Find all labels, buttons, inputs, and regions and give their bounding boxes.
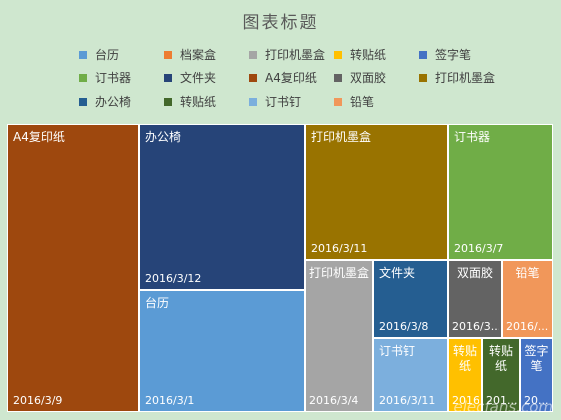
treemap-tile: 签字笔 20... [520, 338, 553, 412]
legend-swatch [79, 50, 87, 59]
legend-item: 文件夹 [164, 69, 216, 86]
legend-item: 铅笔 [334, 93, 374, 110]
treemap-tile: 双面胶 2016/3... [448, 260, 502, 338]
legend-swatch [164, 50, 172, 59]
tile-label: 打印机墨盒 [309, 266, 370, 280]
legend-item: 打印机墨盒 [249, 46, 325, 63]
legend-label: 台历 [95, 48, 120, 62]
treemap-tile: A4复印纸 2016/3/9 [7, 124, 139, 412]
legend-item: 档案盒 [164, 46, 216, 63]
treemap-tile: 转贴纸 2016... [448, 338, 482, 412]
tile-date: 201... [486, 394, 517, 407]
watermark: elecfans.com [453, 398, 553, 416]
tile-date: 2016/3/8 [379, 320, 429, 333]
legend-item: A4复印纸 [249, 69, 317, 86]
tile-date: 20... [524, 394, 549, 407]
tile-label: 文件夹 [379, 266, 416, 280]
legend-label: 打印机墨盒 [435, 71, 496, 85]
treemap-tile: 转贴纸 201... [482, 338, 520, 412]
treemap-tile: 订书器 2016/3/7 [448, 124, 553, 260]
legend-label: 签字笔 [435, 48, 472, 62]
legend-item: 转贴纸 [334, 46, 386, 63]
legend-label: 打印机墨盒 [265, 48, 326, 62]
treemap-tile: 台历 2016/3/1 [139, 290, 305, 412]
legend-label: 铅笔 [350, 95, 375, 109]
legend-swatch [419, 73, 427, 82]
legend-item: 双面胶 [334, 69, 386, 86]
legend-item: 打印机墨盒 [419, 69, 495, 86]
treemap-tile: 打印机墨盒 2016/3/11 [305, 124, 448, 260]
treemap-tile: 订书钉 2016/3/11 [373, 338, 448, 412]
tile-date: 2016... [452, 394, 479, 407]
legend-label: 订书器 [95, 71, 132, 85]
legend-swatch [164, 73, 172, 82]
tile-date: 2016/3/11 [379, 394, 436, 407]
legend-item: 办公椅 [79, 93, 131, 110]
legend-swatch [334, 73, 342, 82]
tile-date: 2016/3/7 [454, 242, 504, 255]
tile-label: 铅笔 [515, 266, 540, 280]
legend-item: 转贴纸 [164, 93, 216, 110]
tile-label: A4复印纸 [13, 130, 65, 144]
legend-label: 办公椅 [95, 95, 132, 109]
legend-swatch [334, 50, 342, 59]
legend-label: 档案盒 [180, 48, 217, 62]
legend-swatch [164, 97, 172, 106]
legend-label: 转贴纸 [180, 95, 217, 109]
tile-label: 打印机墨盒 [311, 130, 372, 144]
legend-item: 台历 [79, 46, 119, 63]
tile-date: 2016/3/12 [145, 272, 202, 285]
tile-date: 2016/3... [452, 320, 499, 333]
treemap-tile: 铅笔 2016/... [502, 260, 553, 338]
legend-label: A4复印纸 [265, 71, 317, 85]
tile-label: 办公椅 [145, 130, 182, 144]
tile-date: 2016/... [506, 320, 549, 333]
tile-label: 签字笔 [524, 344, 549, 373]
legend-label: 转贴纸 [350, 48, 387, 62]
legend-swatch [79, 73, 87, 82]
legend-swatch [334, 97, 342, 106]
treemap-tile: 文件夹 2016/3/8 [373, 260, 448, 338]
tile-label: 转贴纸 [452, 344, 477, 373]
tile-date: 2016/3/11 [311, 242, 368, 255]
tile-label: 转贴纸 [488, 344, 513, 373]
chart-legend: 台历 档案盒 打印机墨盒 转贴纸 签字笔 订书器 文件夹 A4复印纸 双面胶 打印机墨盒 办公椅 转贴… [0, 0, 561, 120]
tile-label: 台历 [145, 296, 170, 310]
legend-swatch [249, 73, 257, 82]
tile-label: 订书器 [454, 130, 491, 144]
legend-label: 双面胶 [350, 71, 387, 85]
legend-swatch [419, 50, 427, 59]
legend-label: 文件夹 [180, 71, 217, 85]
tile-date: 2016/3/9 [13, 394, 63, 407]
tile-date: 2016/3/1 [145, 394, 195, 407]
tile-label: 双面胶 [456, 266, 493, 280]
legend-item: 签字笔 [419, 46, 471, 63]
legend-label: 订书钉 [265, 95, 302, 109]
tile-date: 2016/3/4 [309, 394, 359, 407]
treemap-tile: 打印机墨盒 2016/3/4 [305, 260, 373, 412]
legend-item: 订书钉 [249, 93, 301, 110]
tile-label: 订书钉 [379, 344, 416, 358]
legend-item: 订书器 [79, 69, 131, 86]
legend-swatch [79, 97, 87, 106]
legend-swatch [249, 97, 257, 106]
treemap-tile: 办公椅 2016/3/12 [139, 124, 305, 290]
chart-title: 图表标题 [242, 13, 319, 33]
legend-swatch [249, 50, 257, 59]
